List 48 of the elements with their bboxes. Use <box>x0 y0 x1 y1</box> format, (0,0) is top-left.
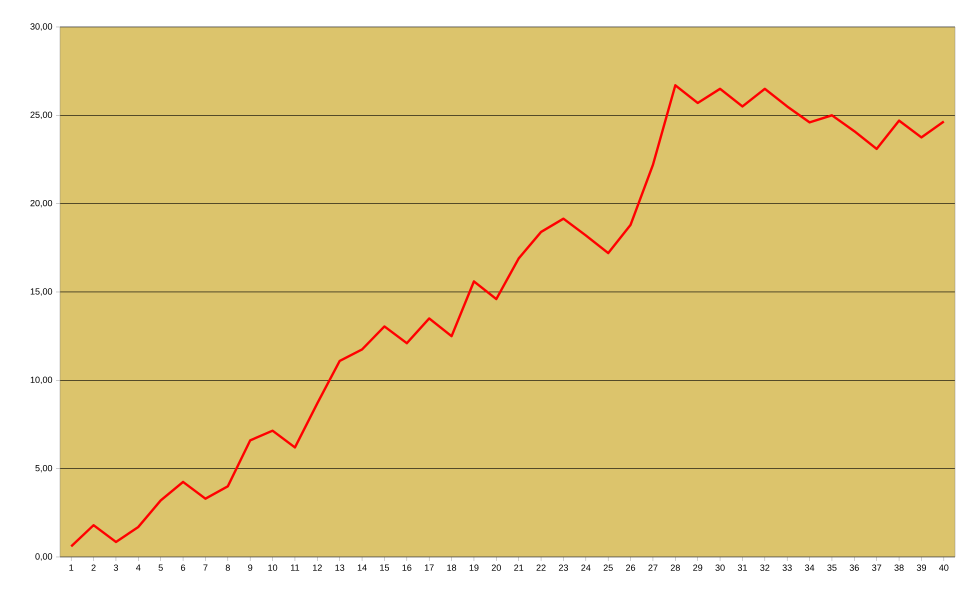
x-tick-label: 3 <box>114 564 118 571</box>
x-tick-label: 34 <box>804 564 814 571</box>
x-tick-label: 33 <box>782 564 792 571</box>
x-tick-label: 22 <box>536 564 546 571</box>
x-tick-label: 1 <box>69 564 74 571</box>
x-tick-label: 30 <box>715 564 725 571</box>
x-tick-label: 9 <box>248 564 252 571</box>
y-tick-label: 20,00 <box>30 200 52 208</box>
x-tick-label: 16 <box>402 564 412 571</box>
x-tick-label: 29 <box>693 564 702 571</box>
x-tick-label: 8 <box>226 564 230 571</box>
x-tick-label: 10 <box>268 564 278 571</box>
x-tick-label: 17 <box>424 564 434 571</box>
x-tick-label: 37 <box>872 564 882 571</box>
x-tick-label: 28 <box>670 564 680 571</box>
x-tick-label: 6 <box>181 564 186 571</box>
line-series <box>70 84 946 548</box>
x-tick-label: 26 <box>626 564 636 571</box>
x-tick-label: 25 <box>604 564 613 571</box>
x-tick-label: 38 <box>894 564 904 571</box>
y-tick-label: 30,00 <box>30 23 52 31</box>
y-tick-label: 5,00 <box>35 464 52 472</box>
x-tick-label: 2 <box>92 564 96 571</box>
x-tick-label: 4 <box>136 564 141 571</box>
x-tick-label: 20 <box>492 564 501 571</box>
x-tick-label: 21 <box>514 564 524 571</box>
x-tick-label: 7 <box>203 564 208 571</box>
x-tick-label: 11 <box>290 564 300 571</box>
x-tick-label: 36 <box>850 564 859 571</box>
y-tick-label: 15,00 <box>30 288 52 296</box>
x-tick-label: 24 <box>581 564 591 571</box>
x-tick-label: 12 <box>313 564 322 571</box>
y-tick-label: 10,00 <box>30 376 52 384</box>
x-tick-label: 27 <box>648 564 658 571</box>
y-tick-label: 0,00 <box>35 553 52 561</box>
y-tick-label: 25,00 <box>30 112 52 120</box>
x-tick-label: 31 <box>738 564 747 571</box>
x-tick-label: 23 <box>558 564 568 571</box>
x-tick-label: 40 <box>939 564 948 571</box>
x-tick-label: 14 <box>358 564 367 571</box>
x-tick-label: 5 <box>158 564 163 571</box>
x-tick-label: 18 <box>447 564 456 571</box>
x-tick-label: 13 <box>335 564 344 571</box>
x-tick-label: 19 <box>470 564 479 571</box>
x-tick-label: 39 <box>916 564 926 571</box>
x-tick-label: 32 <box>760 564 770 571</box>
x-tick-label: 35 <box>827 564 837 571</box>
x-tick-label: 15 <box>380 564 390 571</box>
